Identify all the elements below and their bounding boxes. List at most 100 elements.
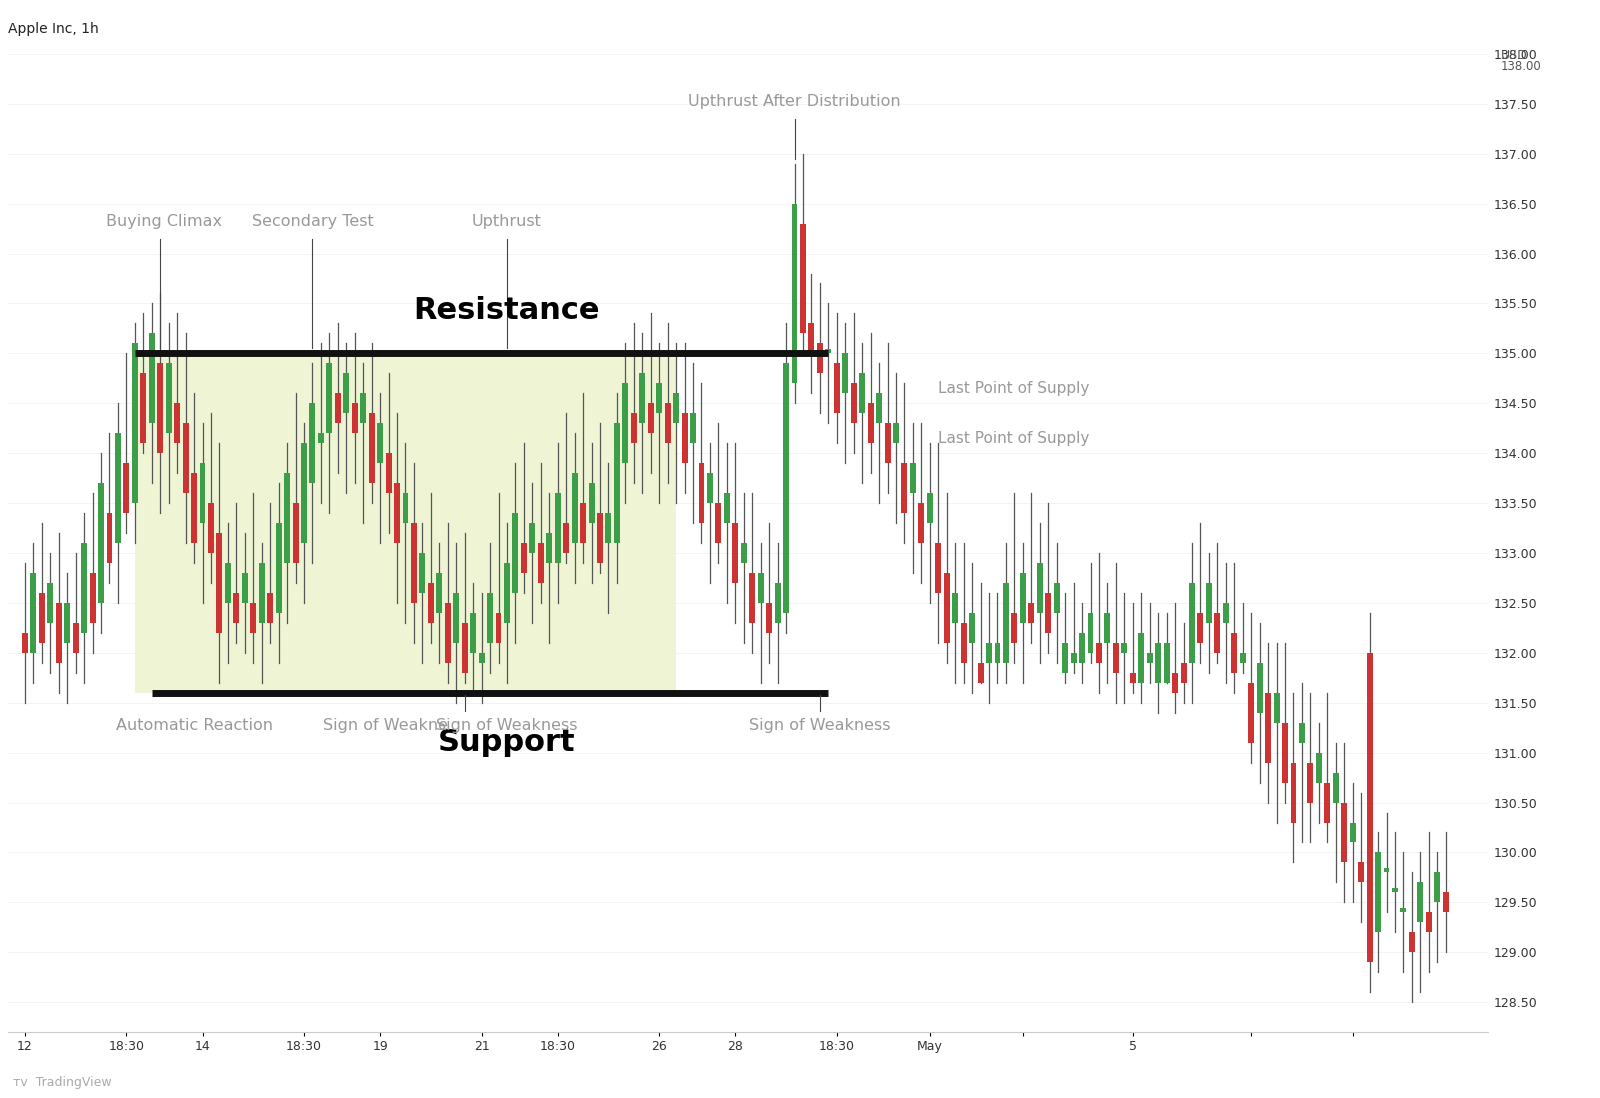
Bar (1096, 642, 1102, 663)
Text: Sign of Weakne: Sign of Weakne (323, 718, 448, 732)
Bar (107, 513, 112, 563)
Bar (141, 373, 146, 444)
Bar (1282, 722, 1288, 783)
Bar (1029, 603, 1034, 623)
Bar (470, 613, 477, 653)
Bar (758, 573, 763, 603)
Bar (1122, 642, 1128, 653)
Bar (707, 473, 714, 503)
Bar (360, 393, 366, 423)
Bar (538, 544, 544, 583)
Bar (411, 523, 418, 603)
Bar (581, 503, 586, 544)
Bar (318, 434, 323, 444)
Bar (208, 503, 214, 553)
Bar (986, 642, 992, 663)
Bar (190, 473, 197, 544)
Bar (555, 493, 560, 563)
Bar (926, 493, 933, 523)
Bar (699, 463, 704, 523)
Bar (1138, 632, 1144, 683)
Bar (901, 463, 907, 513)
Text: Apple Inc, 1h: Apple Inc, 1h (8, 22, 99, 36)
Bar (1054, 583, 1059, 613)
Bar (918, 503, 925, 544)
Text: Last Point of Supply: Last Point of Supply (938, 430, 1090, 446)
Bar (1240, 653, 1246, 663)
Bar (1232, 632, 1237, 673)
Bar (334, 393, 341, 423)
Bar (530, 523, 536, 553)
Bar (597, 513, 603, 563)
Bar (462, 623, 467, 673)
Bar (293, 503, 299, 563)
Bar (352, 403, 358, 434)
Bar (1019, 573, 1026, 623)
Bar (818, 344, 822, 373)
Bar (1256, 663, 1262, 713)
Bar (344, 373, 349, 413)
Bar (437, 573, 442, 613)
Bar (486, 593, 493, 642)
Bar (1358, 862, 1365, 883)
Bar (48, 583, 53, 623)
Bar (1114, 642, 1118, 673)
Bar (1392, 888, 1398, 893)
Bar (546, 533, 552, 563)
Bar (656, 383, 662, 413)
Bar (1078, 632, 1085, 663)
Bar (936, 544, 941, 593)
Bar (1299, 722, 1306, 742)
Bar (1173, 673, 1178, 693)
Bar (149, 334, 155, 423)
Bar (1410, 932, 1414, 952)
Bar (1147, 653, 1152, 663)
Bar (1163, 642, 1170, 683)
Bar (368, 413, 374, 483)
Bar (715, 503, 722, 544)
Bar (842, 354, 848, 393)
Bar (56, 603, 62, 663)
Bar (622, 383, 629, 463)
Bar (1374, 852, 1381, 932)
Bar (1426, 912, 1432, 932)
Bar (115, 434, 122, 544)
Bar (259, 563, 264, 623)
Bar (834, 363, 840, 413)
Bar (394, 483, 400, 544)
Bar (30, 573, 37, 653)
Bar (309, 403, 315, 483)
Bar (326, 363, 333, 434)
Bar (682, 413, 688, 463)
Bar (1274, 693, 1280, 722)
Bar (386, 453, 392, 493)
Bar (648, 403, 654, 434)
Bar (174, 403, 181, 444)
Bar (1443, 893, 1448, 912)
Bar (234, 593, 240, 623)
Bar (589, 483, 595, 523)
Bar (38, 593, 45, 642)
Bar (1307, 763, 1314, 803)
Bar (1062, 642, 1069, 673)
Bar (267, 593, 274, 623)
Bar (182, 423, 189, 493)
Bar (522, 544, 526, 573)
Bar (301, 444, 307, 544)
Bar (496, 613, 501, 642)
Bar (1366, 653, 1373, 962)
Bar (82, 544, 86, 632)
Bar (1189, 583, 1195, 663)
Bar (741, 544, 747, 563)
Bar (275, 523, 282, 613)
Bar (808, 324, 814, 354)
Bar (285, 473, 290, 563)
Text: 138.00: 138.00 (1501, 60, 1541, 74)
Bar (1045, 593, 1051, 632)
Bar (885, 423, 891, 463)
Bar (98, 483, 104, 603)
Bar (22, 632, 27, 653)
Bar (1418, 883, 1424, 922)
Text: Sign of Weakness: Sign of Weakness (749, 718, 891, 732)
Bar (1434, 873, 1440, 903)
